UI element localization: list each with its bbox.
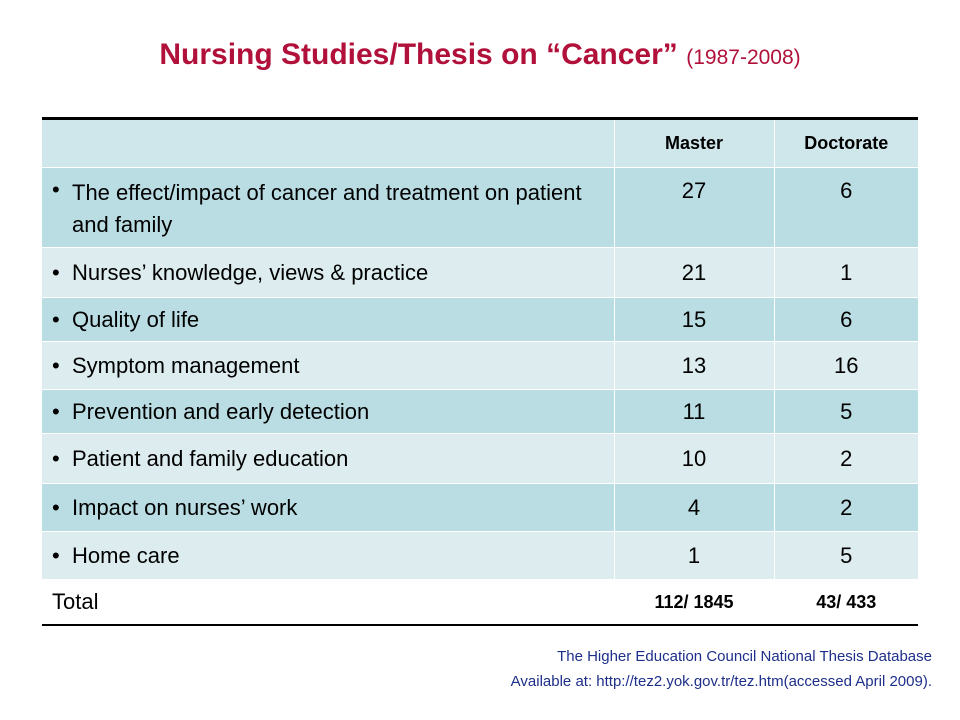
topic-label: The effect/impact of cancer and treatmen… [72,179,582,237]
title-years: (1987-2008) [686,46,801,69]
master-cell: 1 [614,531,775,580]
table-row: • Home care 1 5 [42,531,918,580]
master-cell: 4 [614,483,775,532]
table-row: • Prevention and early detection 11 5 [42,389,918,434]
title-main: Nursing Studies/Thesis on “Cancer” [159,38,678,71]
topic-cell: • The effect/impact of cancer and treatm… [42,167,615,248]
topic-cell: • Patient and family education [42,433,615,484]
master-cell: 10 [614,433,775,484]
header-master: Master [614,117,775,168]
topic-label: Home care [72,542,180,568]
bullet-icon: • [52,306,60,332]
doctorate-cell: 2 [774,483,918,532]
table-row: • The effect/impact of cancer and treatm… [42,167,918,248]
topic-cell: • Impact on nurses’ work [42,483,615,532]
bullet-icon: • [52,542,60,568]
source-citation-line2: Available at: http://tez2.yok.gov.tr/tez… [510,673,932,690]
master-cell: 27 [614,167,775,248]
table-row: • Quality of life 15 6 [42,297,918,342]
topic-cell: • Nurses’ knowledge, views & practice [42,247,615,298]
master-cell: 11 [614,389,775,434]
header-topic [42,117,615,168]
table-row: • Impact on nurses’ work 4 2 [42,483,918,532]
total-doctorate: 43/ 433 [774,579,918,626]
topic-label: Symptom management [72,352,300,378]
bullet-icon: • [52,259,60,285]
total-label: Total [42,579,615,626]
bullet-icon: • [52,494,60,520]
bullet-icon: • [52,445,60,471]
topic-cell: • Symptom management [42,341,615,390]
doctorate-cell: 16 [774,341,918,390]
master-cell: 15 [614,297,775,342]
doctorate-cell: 6 [774,167,918,248]
doctorate-cell: 2 [774,433,918,484]
header-doctorate: Doctorate [774,117,918,168]
table-total-row: Total 112/ 1845 43/ 433 [42,579,918,626]
table-row: • Patient and family education 10 2 [42,433,918,484]
topic-cell: • Prevention and early detection [42,389,615,434]
doctorate-cell: 6 [774,297,918,342]
topic-cell: • Home care [42,531,615,580]
master-cell: 21 [614,247,775,298]
topic-cell: • Quality of life [42,297,615,342]
source-citation-line1: The Higher Education Council National Th… [557,648,932,665]
thesis-table: Master Doctorate • The effect/impact of … [42,117,918,626]
bullet-icon: • [52,398,60,424]
doctorate-cell: 5 [774,389,918,434]
slide-title: Nursing Studies/Thesis on “Cancer” (1987… [0,38,960,72]
table-row: • Nurses’ knowledge, views & practice 21 … [42,247,918,298]
master-cell: 13 [614,341,775,390]
bullet-icon: • [52,352,60,378]
doctorate-cell: 1 [774,247,918,298]
table-row: • Symptom management 13 16 [42,341,918,390]
table-header-row: Master Doctorate [42,117,918,168]
topic-label: Nurses’ knowledge, views & practice [72,259,429,285]
topic-label: Quality of life [72,306,200,332]
total-master: 112/ 1845 [614,579,775,626]
topic-label: Prevention and early detection [72,398,370,424]
topic-label: Impact on nurses’ work [72,494,298,520]
bullet-icon: • [52,176,60,202]
topic-label: Patient and family education [72,445,349,471]
doctorate-cell: 5 [774,531,918,580]
